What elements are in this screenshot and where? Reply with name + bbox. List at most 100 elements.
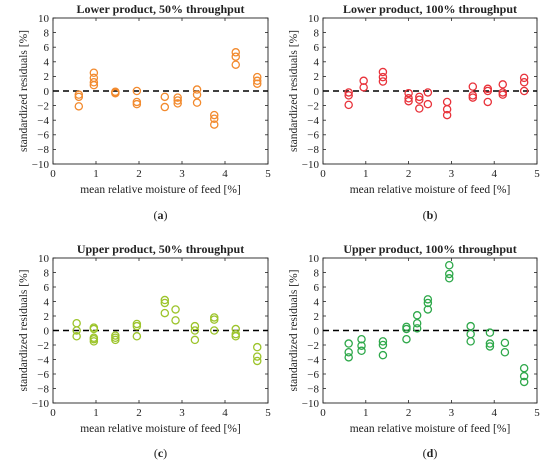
- panel-a-xtick-label: 5: [265, 168, 271, 180]
- panel-a-data-point: [231, 52, 240, 61]
- panel-c-data-point: [190, 321, 200, 331]
- panel-d-data-point: [423, 295, 433, 304]
- panel-c-ytick-label: 6: [44, 282, 50, 294]
- panel-a-ytick-label: −4: [37, 115, 49, 127]
- panel-d-caption: (d): [423, 446, 438, 460]
- panel-d-ytick-label: −8: [307, 383, 319, 395]
- panel-d-data-point: [485, 328, 495, 337]
- panel-d-data-point: [423, 298, 433, 308]
- panel-a-data-point: [74, 102, 84, 111]
- panel-b-data-point: [519, 86, 529, 96]
- panel-d-ytick-label: 6: [314, 282, 320, 294]
- panel-c-ytick-label: 10: [38, 253, 50, 265]
- panel-d-ytick-label: 2: [314, 311, 320, 323]
- panel-b-data-point: [344, 100, 353, 110]
- panel-a-data-point: [209, 120, 219, 129]
- panel-d-xtick-label: 1: [363, 407, 369, 419]
- panel-d-ytick-label: −10: [302, 398, 320, 410]
- panel-d-data-point: [466, 321, 475, 331]
- panel-c-xtick-label: 1: [93, 407, 99, 419]
- panel-b-data-point: [415, 92, 424, 102]
- panel-c-data-point: [252, 342, 262, 352]
- panel-d-ytick-label: 0: [314, 325, 320, 337]
- panel-b-data-point: [415, 95, 424, 105]
- panel-d-data-point: [423, 305, 433, 314]
- panel-b-data-point: [468, 82, 478, 91]
- panel-c-data-point: [252, 356, 262, 366]
- panel-c-data-point: [72, 318, 81, 328]
- panel-d: Upper product, 100% throughput −10 −8 −6 −4 −…: [288, 242, 540, 460]
- panel-a-ytick-label: 2: [44, 71, 50, 83]
- panel-a-xtick-label: 3: [179, 168, 185, 180]
- panel-b-ytick-label: 8: [314, 27, 320, 39]
- panel-d-ytick-label: 10: [308, 253, 320, 265]
- panel-a-ytick-label: 4: [44, 57, 50, 69]
- panel-c-ylabel: standardized residuals [%]: [18, 270, 30, 392]
- panel-b-data-point: [404, 88, 413, 98]
- panel-a-data-point: [111, 88, 120, 98]
- panel-a-data-point: [160, 92, 170, 102]
- panel-b-data-point: [423, 88, 433, 97]
- panel-b-data-point: [359, 83, 368, 92]
- panel-c-ytick-label: −8: [37, 383, 49, 395]
- panel-c-data-point: [132, 332, 142, 341]
- panel-d-xtick-label: 3: [449, 407, 455, 419]
- panel-a-data-point: [192, 90, 202, 99]
- panel-d-data-point: [519, 363, 529, 373]
- panel-d-data-point: [485, 342, 495, 351]
- panel-b-xtick-label: 5: [534, 168, 540, 180]
- panel-a-xtick-label: 0: [50, 168, 56, 180]
- panel-b-xtick-label: 2: [406, 168, 412, 180]
- panel-d-xtick-label: 2: [406, 407, 412, 419]
- panel-b-ytick-label: −8: [307, 144, 319, 156]
- panel-b-data-point: [442, 105, 452, 114]
- panel-c-data-point: [190, 326, 200, 335]
- panel-c-data-point: [160, 295, 170, 305]
- panel-d-data-point: [466, 329, 475, 339]
- panel-b-data-point: [404, 96, 413, 106]
- panel-c-ytick-label: 0: [44, 325, 50, 337]
- panel-b-ytick-label: −10: [302, 159, 320, 171]
- panel-c-data-point: [89, 337, 99, 346]
- panel-d-data-point: [344, 347, 353, 357]
- panel-c-data-point: [72, 326, 81, 335]
- panel-c-xlabel: mean relative moisture of feed [%]: [80, 423, 241, 435]
- panel-c-title: Upper product, 50% throughput: [77, 242, 244, 256]
- panel-a-data-point: [132, 99, 142, 109]
- panel-c-ytick-label: −10: [32, 398, 50, 410]
- panel-d-xtick-label: 0: [320, 407, 326, 419]
- panel-c-data-point: [171, 305, 180, 314]
- panel-b-ytick-label: −6: [307, 130, 319, 142]
- panel-b-data-point: [483, 97, 493, 107]
- panel-c-xtick-label: 3: [179, 407, 185, 419]
- panel-c-data-point: [89, 324, 99, 334]
- panel-b-data-point: [378, 67, 388, 77]
- panel-c-xtick-label: 5: [265, 407, 271, 419]
- panel-c-data-point: [171, 316, 180, 325]
- panel-b-xtick-label: 1: [363, 168, 369, 180]
- panel-a-data-point: [173, 96, 182, 105]
- panel-b-title: Lower product, 100% throughput: [343, 2, 517, 16]
- panel-c-data-point: [132, 321, 142, 331]
- panel-a-data-point: [252, 79, 262, 88]
- panel-b-data-point: [483, 86, 493, 96]
- panel-b-ytick-label: −4: [307, 115, 319, 127]
- panel-c-ytick-label: 2: [44, 311, 50, 323]
- panel-b-data-point: [442, 97, 452, 107]
- panel-d-data-point: [412, 311, 422, 320]
- panel-b-xtick-label: 4: [491, 168, 497, 180]
- panel-d-xtick-label: 5: [534, 407, 540, 419]
- panel-d-data-point: [357, 341, 366, 350]
- panel-d-xtick-label: 4: [491, 407, 497, 419]
- panel-d-data-point: [500, 347, 510, 357]
- panel-a-data-point: [173, 93, 182, 102]
- panel-b-data-point: [519, 77, 529, 87]
- panel-a-xtick-label: 1: [93, 168, 99, 180]
- panel-c-xtick-label: 4: [222, 407, 228, 419]
- panel-c-data-point: [209, 326, 219, 335]
- panel-a-data-point: [89, 68, 99, 78]
- panel-a-data-point: [173, 99, 182, 108]
- panel-d-data-point: [485, 339, 495, 348]
- panel-d-data-point: [378, 337, 388, 346]
